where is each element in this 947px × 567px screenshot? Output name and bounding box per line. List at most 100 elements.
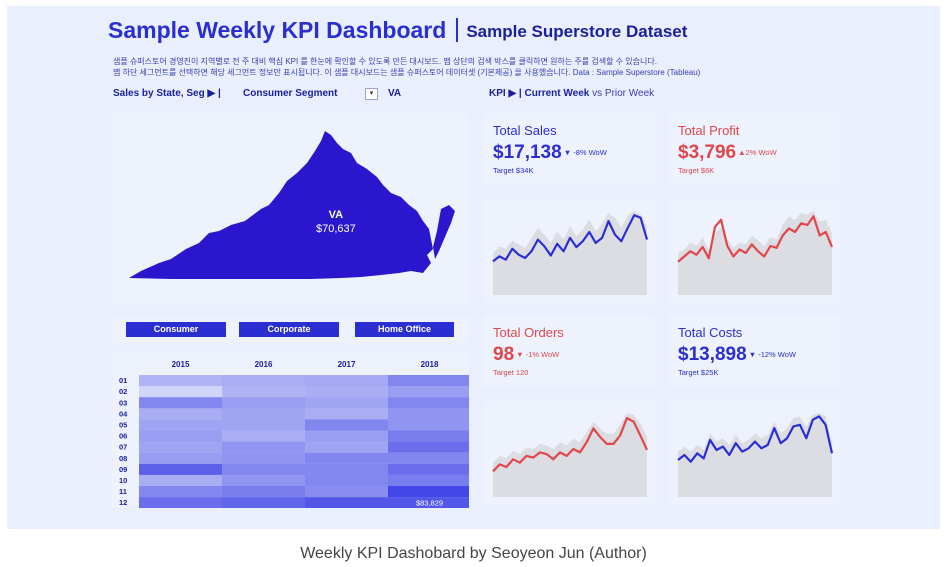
image-caption: Weekly KPI Dashobard by Seoyeon Jun (Aut…: [300, 545, 647, 562]
current-week-line[interactable]: [492, 417, 648, 473]
heatmap-cell[interactable]: [305, 497, 388, 509]
heatmap-cell[interactable]: [139, 375, 222, 387]
heatmap-cell[interactable]: [139, 408, 222, 420]
kpi-profit-label: Total Profit: [678, 123, 740, 138]
heatmap-cell[interactable]: [139, 430, 222, 442]
kpi-profit-target: Target $6K: [678, 166, 715, 175]
heatmap-cell[interactable]: [388, 474, 471, 486]
current-week-line[interactable]: [677, 415, 834, 463]
chart-card-costs: [668, 401, 840, 505]
kpi-orders-label: Total Orders: [493, 325, 564, 340]
heatmap-month-label: 08: [119, 454, 127, 463]
heatmap-cell[interactable]: [305, 375, 388, 387]
heatmap-cell[interactable]: [305, 430, 388, 442]
segment-select[interactable]: Consumer Segment: [243, 88, 338, 99]
heatmap-month-label: 02: [119, 387, 127, 396]
current-week-line[interactable]: [677, 215, 834, 263]
heatmap-cell[interactable]: [388, 408, 471, 420]
heatmap-cell[interactable]: [222, 408, 305, 420]
heatmap-cell[interactable]: [388, 452, 471, 464]
dashboard-description: 샘플 슈퍼스토어 경영진이 지역별로 전 주 대비 핵심 KPI 를 한눈에 확…: [113, 57, 701, 77]
prior-week-area: [678, 413, 832, 497]
heatmap-month-label: 12: [119, 498, 127, 507]
chart-card-sales: [483, 199, 655, 303]
heatmap-cell[interactable]: [305, 386, 388, 398]
heatmap-cell[interactable]: [388, 441, 471, 453]
heatmap-cell[interactable]: [305, 474, 388, 486]
kpi-section-label: KPI ▶ | Current Week vs Prior Week: [489, 88, 655, 99]
heatmap-cell[interactable]: [305, 419, 388, 431]
heatmap-cell[interactable]: [305, 441, 388, 453]
heatmap-cell[interactable]: [139, 419, 222, 431]
heatmap-cell[interactable]: [388, 386, 471, 398]
heatmap-month-label: 01: [119, 376, 127, 385]
state-filter-value[interactable]: VA: [388, 88, 402, 99]
heatmap-highlight-value: $83,829: [416, 499, 443, 508]
heatmap-month-label: 10: [119, 476, 127, 485]
kpi-costs-target: Target $25K: [678, 368, 719, 377]
current-week-line[interactable]: [492, 214, 649, 263]
heatmap-cell[interactable]: [388, 463, 471, 475]
heatmap-year-label: 2015: [172, 360, 190, 369]
kpi-card-profit: Total Profit $3,796 ▲2% WoW Target $6K: [668, 113, 840, 185]
heatmap-year-label: 2018: [421, 360, 439, 369]
heatmap-cell[interactable]: [139, 397, 222, 409]
heatmap-cell[interactable]: [222, 497, 305, 509]
segment-button-home-office[interactable]: Home Office: [355, 322, 454, 337]
heatmap-cell[interactable]: [222, 486, 305, 498]
prior-week-area: [493, 413, 647, 497]
heatmap-cell[interactable]: [222, 463, 305, 475]
heatmap-cell[interactable]: [388, 430, 471, 442]
heatmap-cell[interactable]: [139, 497, 222, 509]
heatmap-cell[interactable]: [388, 497, 471, 509]
heatmap-cell[interactable]: [139, 441, 222, 453]
costs-trend-chart: [677, 413, 834, 497]
map-state-label: VA $70,637: [316, 209, 356, 235]
profit-trend-chart: [677, 211, 834, 295]
heatmap-cell[interactable]: [139, 463, 222, 475]
delmarva-shape: [433, 205, 455, 259]
heatmap-cell[interactable]: [222, 386, 305, 398]
heatmap-cell[interactable]: [388, 486, 471, 498]
kpi-sales-value: $17,138 ▼ -8% WoW: [493, 142, 607, 163]
segment-button-consumer[interactable]: Consumer: [126, 322, 226, 337]
heatmap-year-label: 2017: [338, 360, 356, 369]
heatmap-month-label: 03: [119, 398, 127, 407]
kpi-costs-value: $13,898 ▼ -12% WoW: [678, 344, 796, 365]
heatmap-month-label: 05: [119, 421, 127, 430]
virginia-map[interactable]: [111, 113, 469, 305]
heatmap-month-label: 09: [119, 465, 127, 474]
kpi-card-sales: Total Sales $17,138 ▼ -8% WoW Target $34K: [483, 113, 655, 185]
heatmap-cell[interactable]: [222, 375, 305, 387]
sales-trend-chart: [492, 211, 649, 295]
prior-week-area: [493, 211, 647, 295]
heatmap-cell[interactable]: [388, 419, 471, 431]
kpi-costs-label: Total Costs: [678, 325, 743, 340]
heatmap-cell[interactable]: [222, 452, 305, 464]
sales-heatmap: 2015 2016 2017 2018 01 02 03 04 05 06 07 08 09 10 11 12…: [119, 360, 471, 509]
heatmap-month-label: 11: [119, 487, 127, 496]
heatmap-cell[interactable]: [305, 452, 388, 464]
heatmap-cell[interactable]: [305, 397, 388, 409]
orders-trend-chart: [492, 413, 648, 497]
heatmap-cell[interactable]: [139, 452, 222, 464]
dashboard: Sample Weekly KPI Dashboard Sample Supers…: [7, 6, 940, 529]
heatmap-cell[interactable]: [305, 408, 388, 420]
heatmap-cell[interactable]: [139, 474, 222, 486]
heatmap-cell[interactable]: [139, 486, 222, 498]
kpi-sales-target: Target $34K: [493, 166, 534, 175]
heatmap-cell[interactable]: [222, 441, 305, 453]
kpi-sales-label: Total Sales: [493, 123, 557, 138]
heatmap-cell[interactable]: [388, 397, 471, 409]
heatmap-cell[interactable]: [222, 397, 305, 409]
kpi-profit-value: $3,796 ▲2% WoW: [678, 142, 777, 163]
heatmap-cell[interactable]: [222, 430, 305, 442]
heatmap-cell[interactable]: [305, 463, 388, 475]
heatmap-cell[interactable]: [222, 419, 305, 431]
segment-button-corporate[interactable]: Corporate: [239, 322, 339, 337]
heatmap-cell[interactable]: [139, 386, 222, 398]
heatmap-cell[interactable]: [388, 375, 471, 387]
chevron-down-icon[interactable]: ▾: [365, 88, 378, 100]
heatmap-cell[interactable]: [305, 486, 388, 498]
heatmap-cell[interactable]: [222, 474, 305, 486]
